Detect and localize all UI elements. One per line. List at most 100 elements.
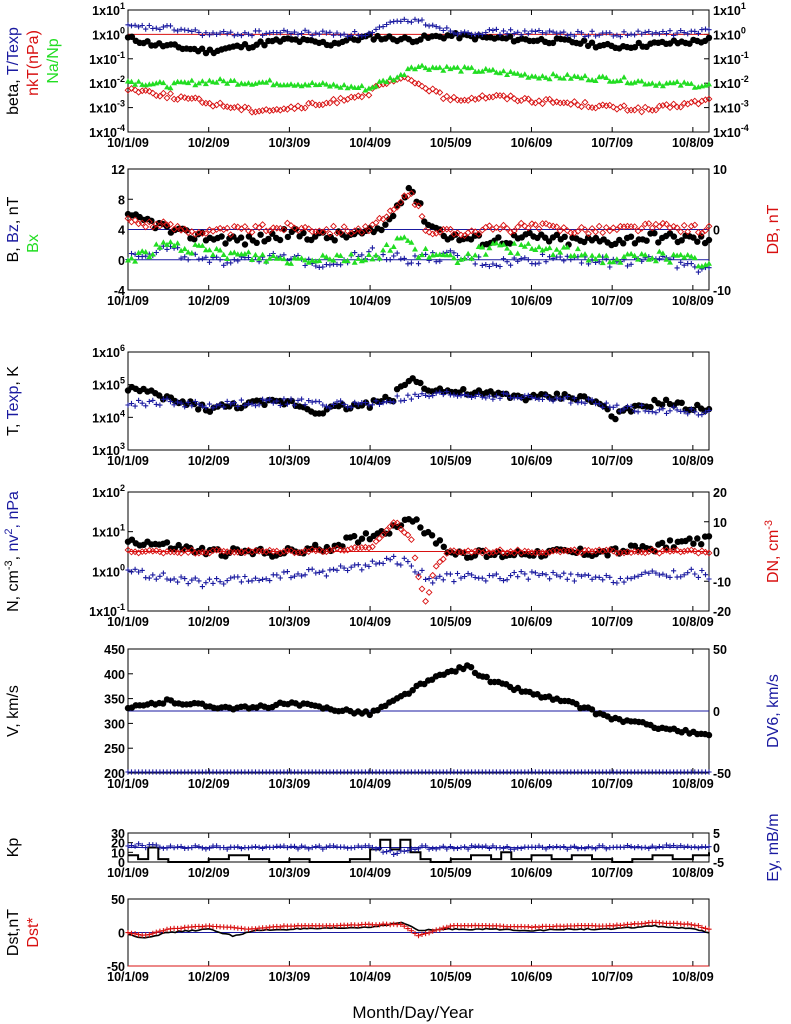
data-point bbox=[500, 241, 507, 247]
data-point bbox=[472, 252, 479, 258]
data-point bbox=[485, 222, 493, 230]
data-point bbox=[274, 572, 280, 578]
data-point bbox=[557, 254, 563, 260]
data-point bbox=[394, 561, 400, 567]
data-point bbox=[454, 845, 461, 851]
data-point bbox=[663, 573, 670, 579]
data-point bbox=[412, 846, 418, 852]
data-point bbox=[206, 259, 213, 265]
data-point bbox=[160, 24, 166, 30]
data-point bbox=[206, 845, 213, 851]
y2-tick-label: -50 bbox=[713, 767, 731, 781]
data-point bbox=[702, 96, 709, 104]
data-point bbox=[454, 252, 461, 259]
data-point bbox=[305, 82, 312, 88]
data-point bbox=[678, 843, 684, 849]
data-point bbox=[362, 562, 368, 568]
data-point bbox=[607, 264, 613, 270]
data-point bbox=[198, 544, 206, 552]
data-point bbox=[334, 30, 340, 36]
data-point bbox=[624, 843, 631, 849]
data-point bbox=[568, 31, 574, 37]
x-tick-label: 10/1/09 bbox=[107, 866, 149, 880]
data-point bbox=[260, 845, 266, 851]
data-point bbox=[468, 548, 476, 556]
data-point bbox=[373, 561, 379, 567]
data-point bbox=[437, 258, 443, 264]
data-point bbox=[149, 547, 157, 555]
data-point bbox=[344, 257, 351, 263]
data-point bbox=[539, 100, 546, 108]
data-point bbox=[670, 251, 677, 257]
data-point bbox=[471, 95, 479, 103]
data-point bbox=[387, 74, 394, 81]
data-point bbox=[202, 80, 209, 87]
data-point bbox=[400, 529, 408, 536]
data-point bbox=[218, 233, 225, 240]
data-point bbox=[223, 224, 231, 232]
data-point bbox=[362, 257, 369, 263]
data-point bbox=[476, 391, 482, 397]
data-point bbox=[638, 78, 645, 84]
y-tick-label: 1x10-2 bbox=[89, 74, 125, 91]
data-point bbox=[412, 253, 418, 259]
data-point bbox=[391, 253, 397, 259]
data-point bbox=[599, 73, 606, 79]
data-point bbox=[522, 255, 528, 261]
y-tick-label: 1x103 bbox=[92, 441, 125, 458]
data-point bbox=[624, 263, 631, 269]
data-point bbox=[536, 843, 542, 849]
data-point bbox=[609, 103, 617, 111]
data-point bbox=[384, 849, 390, 855]
data-point bbox=[224, 255, 231, 261]
dst-line bbox=[127, 921, 710, 939]
data-point bbox=[157, 26, 163, 33]
data-point bbox=[469, 572, 475, 578]
x-tick-label: 10/7/09 bbox=[591, 970, 633, 984]
x-tick-label: 10/7/09 bbox=[591, 777, 633, 791]
data-point bbox=[439, 555, 447, 563]
data-point bbox=[390, 243, 397, 249]
data-point bbox=[150, 397, 156, 403]
data-point bbox=[642, 408, 648, 414]
data-point bbox=[235, 844, 241, 850]
data-point bbox=[596, 574, 602, 580]
data-point bbox=[437, 25, 443, 31]
data-point bbox=[428, 532, 436, 539]
data-point bbox=[581, 238, 588, 246]
data-point bbox=[433, 927, 439, 933]
data-point bbox=[674, 407, 680, 413]
data-point bbox=[284, 233, 292, 241]
data-point bbox=[231, 399, 237, 406]
data-point bbox=[553, 547, 561, 555]
data-point bbox=[635, 256, 642, 262]
data-point bbox=[159, 700, 167, 707]
data-point bbox=[295, 81, 301, 87]
data-point bbox=[422, 597, 430, 605]
data-point bbox=[358, 93, 366, 101]
data-point bbox=[610, 33, 616, 39]
data-point bbox=[426, 66, 433, 72]
data-point bbox=[415, 80, 422, 88]
data-point bbox=[213, 79, 220, 85]
data-point bbox=[359, 844, 365, 850]
data-point bbox=[666, 537, 674, 544]
data-point bbox=[532, 73, 539, 79]
data-point bbox=[542, 220, 550, 228]
y-tick-label: 0 bbox=[118, 254, 125, 268]
data-point bbox=[539, 247, 546, 253]
data-point bbox=[195, 406, 202, 413]
data-point bbox=[465, 250, 472, 256]
data-point bbox=[607, 30, 613, 36]
data-point bbox=[415, 846, 422, 852]
panel-Dst: 10/1/09 10/2/09 10/3/09 10/4/09 10/5/09 10/6/… bbox=[5, 893, 714, 984]
data-point bbox=[549, 39, 557, 47]
data-point bbox=[299, 843, 305, 849]
data-point bbox=[600, 843, 606, 849]
data-point bbox=[687, 546, 695, 554]
data-point bbox=[351, 532, 358, 540]
data-point bbox=[417, 524, 424, 531]
data-point bbox=[149, 223, 157, 231]
data-point bbox=[221, 844, 227, 851]
data-point bbox=[567, 75, 574, 81]
